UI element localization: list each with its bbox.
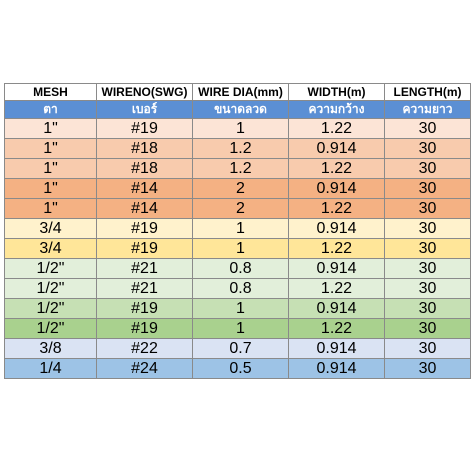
width-cell: 1.22 xyxy=(288,318,385,339)
header-length-thai: ความยาว xyxy=(384,100,471,119)
width-cell: 0.914 xyxy=(288,258,385,279)
mesh-cell: 1/2" xyxy=(4,258,97,279)
table-row: 1/2" #19 1 0.914 30 xyxy=(4,298,471,319)
wire-no-cell: #21 xyxy=(96,278,193,299)
table-header: MESH WIRENO(SWG) WIRE DIA(mm) WIDTH(m) L… xyxy=(4,83,471,119)
table-body: 1" #19 1 1.22 30 1" #18 1.2 0.914 30 1" #18 1.2 1.22 3… xyxy=(4,118,471,379)
length-cell: 30 xyxy=(384,278,471,299)
mesh-cell: 3/8 xyxy=(4,338,97,359)
wire-dia-cell: 1 xyxy=(192,318,289,339)
length-cell: 30 xyxy=(384,238,471,259)
length-cell: 30 xyxy=(384,318,471,339)
header-row-thai: ตา เบอร์ ขนาดลวด ความกว้าง ความยาว xyxy=(4,100,471,119)
wire-dia-cell: 0.8 xyxy=(192,278,289,299)
table-row: 1/4 #24 0.5 0.914 30 xyxy=(4,358,471,379)
mesh-cell: 1/4 xyxy=(4,358,97,379)
mesh-cell: 1/2" xyxy=(4,298,97,319)
width-cell: 0.914 xyxy=(288,358,385,379)
table-row: 1" #19 1 1.22 30 xyxy=(4,118,471,139)
header-wire-dia-thai: ขนาดลวด xyxy=(192,100,289,119)
length-cell: 30 xyxy=(384,218,471,239)
wire-no-cell: #18 xyxy=(96,138,193,159)
mesh-cell: 1" xyxy=(4,178,97,199)
width-cell: 0.914 xyxy=(288,338,385,359)
table-row: 1" #14 2 0.914 30 xyxy=(4,178,471,199)
wire-dia-cell: 1 xyxy=(192,298,289,319)
header-length: LENGTH(m) xyxy=(384,83,471,101)
header-wire-no-thai: เบอร์ xyxy=(96,100,193,119)
header-wire-dia: WIRE DIA(mm) xyxy=(192,83,289,101)
width-cell: 0.914 xyxy=(288,178,385,199)
table-row: 1/2" #21 0.8 1.22 30 xyxy=(4,278,471,299)
length-cell: 30 xyxy=(384,338,471,359)
wire-no-cell: #24 xyxy=(96,358,193,379)
wire-dia-cell: 1.2 xyxy=(192,138,289,159)
wire-dia-cell: 1.2 xyxy=(192,158,289,179)
table-row: 3/4 #19 1 0.914 30 xyxy=(4,218,471,239)
wire-no-cell: #21 xyxy=(96,258,193,279)
header-mesh: MESH xyxy=(4,83,97,101)
wire-dia-cell: 2 xyxy=(192,178,289,199)
mesh-cell: 1" xyxy=(4,198,97,219)
width-cell: 1.22 xyxy=(288,238,385,259)
length-cell: 30 xyxy=(384,178,471,199)
wire-dia-cell: 2 xyxy=(192,198,289,219)
wire-dia-cell: 1 xyxy=(192,118,289,139)
wire-dia-cell: 0.8 xyxy=(192,258,289,279)
wire-no-cell: #14 xyxy=(96,198,193,219)
width-cell: 0.914 xyxy=(288,218,385,239)
mesh-cell: 1" xyxy=(4,158,97,179)
wire-no-cell: #19 xyxy=(96,238,193,259)
table-row: 1/2" #19 1 1.22 30 xyxy=(4,318,471,339)
wire-no-cell: #22 xyxy=(96,338,193,359)
length-cell: 30 xyxy=(384,198,471,219)
width-cell: 1.22 xyxy=(288,158,385,179)
wire-no-cell: #18 xyxy=(96,158,193,179)
header-wire-no: WIRENO(SWG) xyxy=(96,83,193,101)
wire-dia-cell: 1 xyxy=(192,238,289,259)
width-cell: 0.914 xyxy=(288,138,385,159)
wire-no-cell: #19 xyxy=(96,298,193,319)
width-cell: 1.22 xyxy=(288,278,385,299)
table-row: 1" #14 2 1.22 30 xyxy=(4,198,471,219)
wire-no-cell: #19 xyxy=(96,218,193,239)
wire-no-cell: #14 xyxy=(96,178,193,199)
wire-no-cell: #19 xyxy=(96,118,193,139)
width-cell: 1.22 xyxy=(288,118,385,139)
table-row: 1" #18 1.2 1.22 30 xyxy=(4,158,471,179)
wire-dia-cell: 1 xyxy=(192,218,289,239)
length-cell: 30 xyxy=(384,158,471,179)
mesh-cell: 1/2" xyxy=(4,318,97,339)
table-row: 1/2" #21 0.8 0.914 30 xyxy=(4,258,471,279)
width-cell: 0.914 xyxy=(288,298,385,319)
wire-no-cell: #19 xyxy=(96,318,193,339)
header-width: WIDTH(m) xyxy=(288,83,385,101)
mesh-cell: 1" xyxy=(4,138,97,159)
length-cell: 30 xyxy=(384,118,471,139)
mesh-cell: 3/4 xyxy=(4,218,97,239)
header-mesh-thai: ตา xyxy=(4,100,97,119)
wire-mesh-spec-table: MESH WIRENO(SWG) WIRE DIA(mm) WIDTH(m) L… xyxy=(4,83,471,379)
length-cell: 30 xyxy=(384,358,471,379)
mesh-cell: 1/2" xyxy=(4,278,97,299)
mesh-cell: 1" xyxy=(4,118,97,139)
length-cell: 30 xyxy=(384,298,471,319)
length-cell: 30 xyxy=(384,258,471,279)
table-row: 3/4 #19 1 1.22 30 xyxy=(4,238,471,259)
wire-dia-cell: 0.5 xyxy=(192,358,289,379)
header-width-thai: ความกว้าง xyxy=(288,100,385,119)
spec-table-container: MESH WIRENO(SWG) WIRE DIA(mm) WIDTH(m) L… xyxy=(4,83,471,379)
header-row-english: MESH WIRENO(SWG) WIRE DIA(mm) WIDTH(m) L… xyxy=(4,83,471,101)
table-row: 3/8 #22 0.7 0.914 30 xyxy=(4,338,471,359)
length-cell: 30 xyxy=(384,138,471,159)
wire-dia-cell: 0.7 xyxy=(192,338,289,359)
table-row: 1" #18 1.2 0.914 30 xyxy=(4,138,471,159)
width-cell: 1.22 xyxy=(288,198,385,219)
mesh-cell: 3/4 xyxy=(4,238,97,259)
